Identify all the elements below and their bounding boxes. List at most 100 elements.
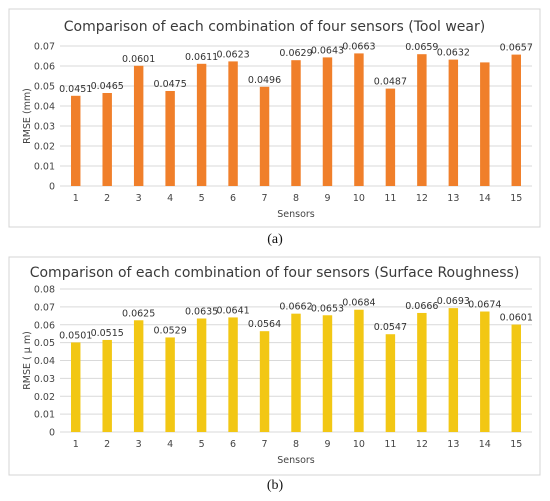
chart-title: Comparison of each combination of four s… (30, 265, 520, 281)
x-tick-label: 9 (324, 439, 330, 450)
bar (71, 95, 81, 186)
bar (511, 54, 521, 186)
x-tick-label: 12 (416, 193, 428, 204)
x-tick-label: 5 (199, 193, 205, 204)
data-label: 0.0674 (468, 300, 501, 311)
data-label: 0.0451 (59, 84, 92, 95)
data-label: 0.0657 (500, 43, 533, 54)
data-label: 0.0684 (342, 298, 375, 309)
data-label: 0.0515 (91, 328, 124, 339)
bar (322, 315, 333, 432)
x-tick-label: 3 (136, 439, 142, 450)
bar (165, 91, 175, 186)
x-tick-label: 10 (353, 193, 365, 204)
data-label: 0.0693 (437, 296, 470, 307)
x-tick-label: 9 (324, 193, 330, 204)
bar (259, 331, 270, 432)
x-tick-label: 4 (167, 439, 173, 450)
y-tick-label: 0.04 (34, 356, 55, 367)
bar (480, 62, 490, 186)
data-label: 0.0641 (216, 305, 249, 316)
data-label: 0.0635 (185, 306, 218, 317)
bar (71, 342, 81, 432)
bar (228, 317, 238, 432)
bar (291, 60, 301, 187)
y-tick-label: 0.08 (34, 285, 55, 296)
y-tick-label: 0.02 (34, 392, 55, 403)
data-label: 0.0611 (185, 52, 218, 63)
data-label: 0.0601 (122, 54, 155, 65)
y-tick-label: 0.07 (34, 42, 55, 53)
x-tick-label: 3 (136, 193, 142, 204)
x-tick-label: 15 (510, 439, 522, 450)
x-tick-label: 14 (479, 439, 491, 450)
x-tick-label: 13 (447, 193, 459, 204)
bar (196, 318, 207, 432)
bar (417, 312, 427, 432)
bar (133, 320, 144, 432)
data-label: 0.0623 (216, 49, 249, 60)
data-label: 0.0625 (122, 308, 155, 319)
bar (417, 54, 427, 187)
y-tick-label: 0.05 (34, 82, 55, 93)
x-tick-label: 6 (230, 439, 236, 450)
data-label: 0.0653 (311, 303, 344, 314)
data-label: 0.0547 (374, 322, 407, 333)
bar (448, 59, 459, 186)
x-tick-label: 8 (293, 439, 299, 450)
bar (511, 324, 521, 432)
x-tick-label: 11 (384, 439, 396, 450)
x-tick-label: 7 (262, 439, 268, 450)
tool-wear-chart: Comparison of each combination of four s… (8, 8, 541, 228)
x-tick-label: 11 (384, 193, 396, 204)
y-tick-label: 0 (49, 428, 55, 439)
data-label: 0.0496 (248, 75, 281, 86)
data-label: 0.0475 (154, 79, 187, 90)
bar (354, 53, 364, 187)
chart-border (8, 8, 541, 228)
x-tick-label: 2 (104, 193, 110, 204)
data-label: 0.0487 (374, 77, 407, 88)
bar (322, 57, 333, 187)
y-tick-label: 0.05 (34, 338, 55, 349)
caption-b: (b) (266, 478, 284, 493)
x-tick-label: 13 (447, 439, 459, 450)
bar (480, 311, 490, 432)
bar (385, 88, 396, 186)
y-tick-label: 0.06 (34, 62, 55, 73)
y-tick-label: 0.02 (34, 142, 55, 153)
x-tick-label: 6 (230, 193, 236, 204)
x-tick-label: 7 (262, 193, 268, 204)
y-tick-label: 0.01 (34, 410, 55, 421)
y-tick-label: 0.07 (34, 302, 55, 313)
y-tick-label: 0.03 (34, 122, 55, 133)
x-tick-label: 1 (73, 193, 79, 204)
chart-panel-surface-roughness: Comparison of each combination of four s… (0, 253, 550, 501)
x-tick-label: 14 (479, 193, 491, 204)
bar (196, 63, 207, 186)
chart-border (8, 256, 541, 476)
x-tick-label: 5 (199, 439, 205, 450)
bar (448, 308, 459, 432)
y-tick-label: 0.04 (34, 102, 55, 113)
y-axis-label: RMSE ( μ m) (22, 331, 33, 390)
x-axis-label: Sensors (277, 209, 315, 220)
bar (102, 339, 112, 432)
bar (228, 61, 238, 186)
data-label: 0.0564 (248, 319, 281, 330)
chart-title: Comparison of each combination of four s… (64, 19, 485, 35)
chart-panel-tool-wear: Comparison of each combination of four s… (8, 8, 541, 228)
x-tick-label: 10 (353, 439, 365, 450)
data-label: 0.0666 (405, 301, 438, 312)
data-label: 0.0465 (91, 81, 124, 92)
surface-roughness-chart: Comparison of each combination of four s… (8, 256, 541, 476)
caption-a: (a) (267, 232, 283, 247)
x-tick-label: 1 (73, 439, 79, 450)
bar (165, 337, 175, 432)
data-label: 0.0529 (154, 325, 187, 336)
data-label: 0.0659 (405, 42, 438, 53)
data-label: 0.0662 (279, 302, 312, 313)
data-label: 0.0601 (500, 313, 533, 324)
data-label: 0.0643 (311, 45, 344, 56)
y-axis-label: RMSE (mm) (22, 88, 33, 144)
